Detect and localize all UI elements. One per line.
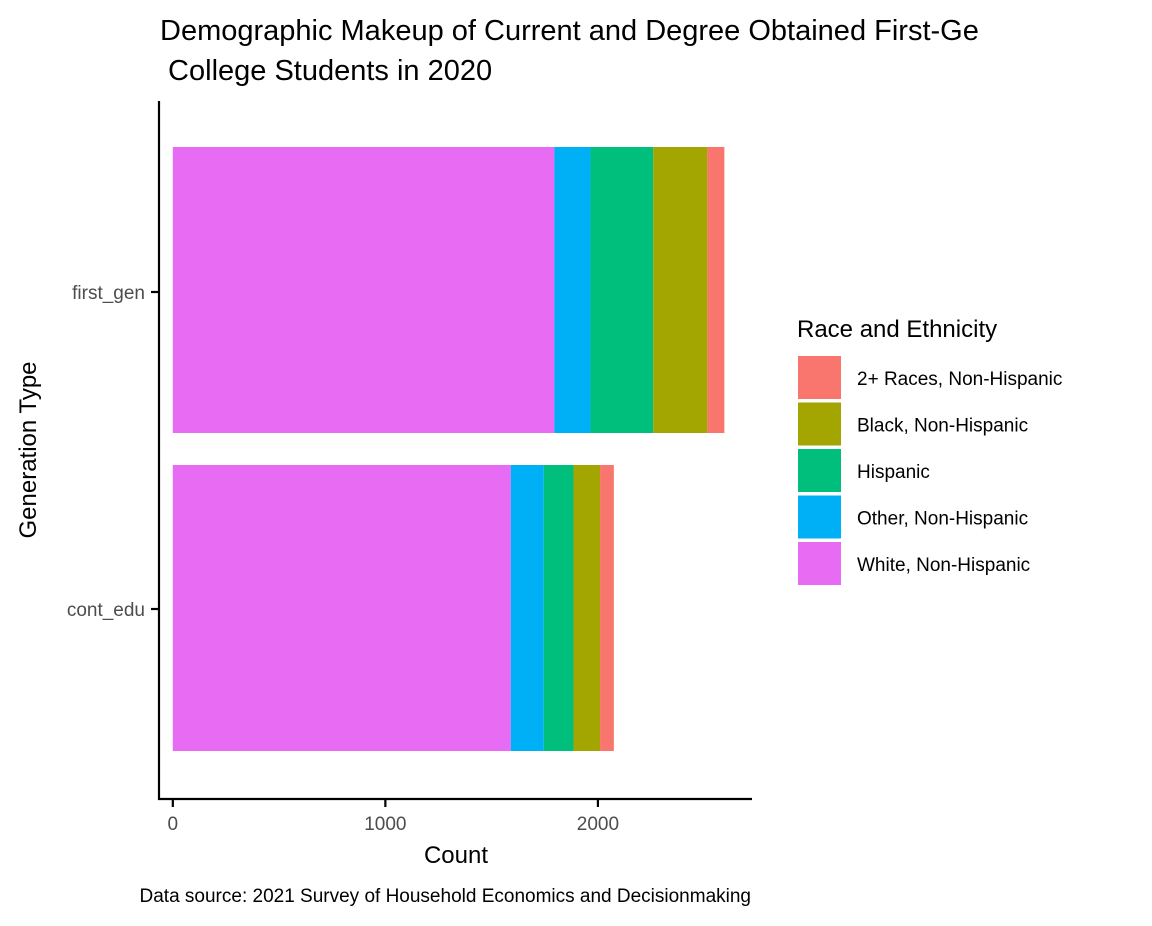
bar-cont_edu-series-1 — [573, 465, 601, 751]
legend-item-4: White, Non-Hispanic — [798, 542, 1030, 585]
legend-swatch — [798, 402, 841, 446]
legend-item-2: Hispanic — [798, 449, 930, 492]
legend-swatch — [798, 542, 841, 585]
legend-label: 2+ Races, Non-Hispanic — [857, 369, 1062, 390]
y-tick-label-cont_edu: cont_edu — [67, 600, 145, 621]
bar-cont_edu-series-2 — [543, 465, 574, 751]
axes-layer — [157, 101, 752, 801]
x-tick-label-0: 0 — [168, 814, 179, 835]
legend-item-1: Black, Non-Hispanic — [798, 402, 1028, 446]
chart-title: Demographic Makeup of Current and Degree… — [160, 15, 979, 87]
bar-first_gen-series-1 — [653, 147, 708, 433]
bar-first_gen-series-2 — [590, 147, 654, 433]
x-ticks: 0 1000 2000 — [168, 799, 619, 835]
bar-first_gen-series-3 — [554, 147, 591, 433]
legend-item-3: Other, Non-Hispanic — [798, 495, 1028, 539]
bar-first_gen-series-4 — [172, 147, 555, 433]
y-ticks: first_gen cont_edu — [67, 283, 159, 621]
legend-label: Hispanic — [857, 462, 930, 483]
legend-label: Other, Non-Hispanic — [857, 509, 1028, 530]
legend-title: Race and Ethnicity — [797, 316, 997, 343]
legend-swatch — [798, 449, 841, 492]
legend-swatch — [798, 495, 841, 539]
x-tick-label-1000: 1000 — [364, 814, 406, 835]
bar-cont_edu-series-3 — [510, 465, 544, 751]
chart-title-line-1: Demographic Makeup of Current and Degree… — [160, 15, 979, 47]
bar-first_gen-series-0 — [707, 147, 725, 433]
legend-label: White, Non-Hispanic — [857, 555, 1030, 576]
bar-cont_edu-series-0 — [600, 465, 614, 751]
chart-title-line-2: College Students in 2020 — [160, 55, 492, 87]
legend-item-0: 2+ Races, Non-Hispanic — [798, 356, 1062, 399]
legend-label: Black, Non-Hispanic — [857, 416, 1028, 437]
legend-swatch — [798, 356, 841, 399]
y-tick-label-first_gen: first_gen — [72, 283, 145, 304]
bar-cont_edu-series-4 — [172, 465, 511, 751]
x-axis-title: Count — [424, 842, 488, 869]
data-source-caption: Data source: 2021 Survey of Household Ec… — [140, 886, 752, 907]
y-axis-title: Generation Type — [15, 361, 42, 538]
legend-items: 2+ Races, Non-Hispanic Black, Non-Hispani… — [798, 356, 1062, 585]
x-tick-label-2000: 2000 — [577, 814, 619, 835]
legend: Race and Ethnicity 2+ Races, Non-Hispani… — [797, 316, 1062, 585]
bars-layer — [172, 147, 725, 751]
